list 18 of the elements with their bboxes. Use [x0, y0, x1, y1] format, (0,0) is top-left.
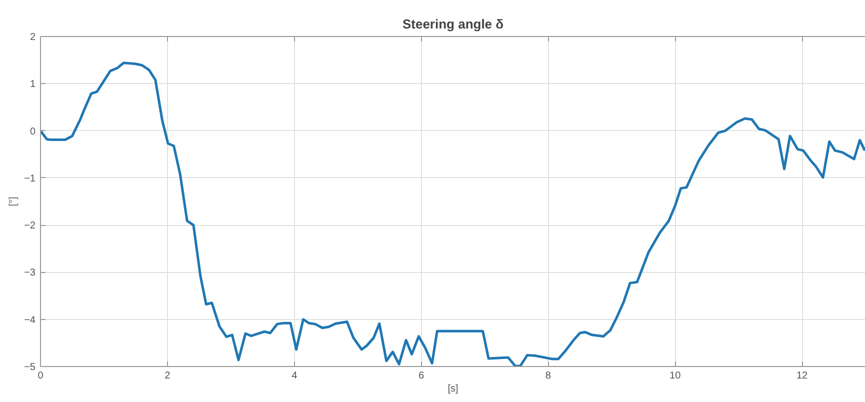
x-tick-label: 8: [545, 370, 552, 382]
y-axis-title: [°]: [8, 196, 20, 206]
x-tick-label: 4: [292, 370, 298, 382]
chart-title: Steering angle δ: [402, 16, 504, 32]
y-tick-label: −2: [24, 220, 36, 232]
y-tick-label: −3: [24, 268, 36, 279]
y-tick-label: 2: [30, 32, 36, 43]
x-tick-label: 2: [164, 370, 171, 382]
x-tick-label: 10: [670, 370, 682, 382]
y-tick-label: 1: [30, 79, 36, 90]
y-tick-label: −5: [24, 362, 36, 373]
x-axis-title: [s]: [448, 384, 458, 394]
x-tick-label: 0: [38, 370, 44, 382]
y-tick-label: 0: [30, 126, 36, 138]
y-tick-label: −1: [24, 173, 36, 184]
x-tick-label: 12: [796, 370, 808, 382]
y-tick-label: −4: [24, 314, 36, 326]
x-tick-label: 6: [418, 370, 424, 382]
